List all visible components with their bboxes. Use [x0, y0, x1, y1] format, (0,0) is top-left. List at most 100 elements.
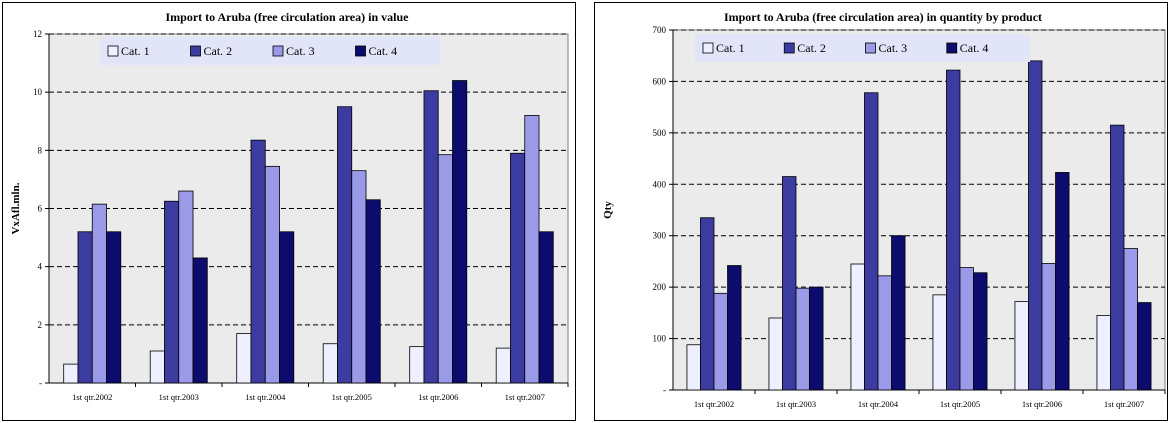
- bar: [77, 231, 93, 384]
- bar: [192, 257, 208, 384]
- bar: [700, 217, 715, 391]
- y-tick-label: 200: [653, 282, 667, 292]
- bar: [959, 267, 974, 391]
- bar: [322, 343, 338, 384]
- legend-swatch: [702, 42, 714, 54]
- y-tick-label: 400: [653, 179, 667, 189]
- y-tick-label: 10: [33, 87, 43, 97]
- legend-label: Cat. 4: [960, 41, 989, 55]
- legend-swatch: [783, 42, 795, 54]
- legend-label: Cat. 4: [369, 44, 398, 58]
- bar: [351, 170, 367, 384]
- bar: [178, 190, 194, 384]
- legend: Cat. 1 Cat. 2 Cat. 3 Cat. 4: [100, 37, 440, 65]
- chart-title: Import to Aruba (free circulation area) …: [166, 10, 410, 24]
- y-tick-label: -: [39, 378, 42, 388]
- bar: [149, 350, 165, 384]
- y-tick-label: -: [663, 385, 666, 395]
- bar: [850, 263, 865, 391]
- bar: [279, 231, 295, 384]
- y-axis-label: Qty: [602, 201, 614, 219]
- bar: [63, 363, 79, 384]
- bar: [495, 347, 511, 384]
- bar: [1041, 263, 1056, 391]
- x-tick-label: 1st qtr.2005: [332, 392, 372, 402]
- legend-swatch: [272, 45, 284, 57]
- legend-label: Cat. 2: [797, 41, 826, 55]
- bar: [164, 200, 180, 384]
- legend-swatch: [865, 42, 876, 54]
- y-tick-label: 700: [653, 25, 667, 35]
- legend-label: Cat. 2: [204, 44, 233, 58]
- bar: [423, 90, 439, 384]
- y-tick-label: 100: [653, 334, 667, 344]
- y-tick-label: 12: [33, 29, 42, 39]
- bar: [713, 292, 728, 391]
- plot-area: [672, 29, 1166, 391]
- legend-swatch: [107, 45, 119, 57]
- bar: [1137, 302, 1152, 391]
- y-axis-label: VxAfl.mln.: [10, 182, 22, 234]
- y-tick-label: 300: [653, 231, 667, 241]
- x-tick-label: 1st qtr.2004: [858, 399, 899, 409]
- legend-label: Cat. 1: [121, 44, 150, 58]
- x-tick-label: 1st qtr.2003: [159, 392, 199, 402]
- x-tick-label: 1st qtr.2002: [72, 392, 112, 402]
- x-tick-label: 1st qtr.2006: [1022, 399, 1062, 409]
- bar: [768, 317, 783, 391]
- bar: [409, 346, 425, 384]
- bar: [932, 294, 947, 391]
- bar: [686, 344, 701, 391]
- bar: [891, 235, 906, 391]
- bar: [1096, 315, 1111, 391]
- bar: [1123, 248, 1138, 391]
- bar: [365, 199, 381, 384]
- bar: [877, 275, 892, 391]
- bar: [337, 106, 353, 384]
- bar: [538, 231, 554, 384]
- x-tick-label: 1st qtr.2005: [940, 399, 980, 409]
- bar: [106, 231, 122, 384]
- bar: [91, 203, 107, 384]
- value-chart-panel: - 2 4 6 8 10 12 1st qtr.2002 1st qtr.2003 1st qtr…: [2, 2, 576, 421]
- x-tick-label: 1st qtr.2002: [694, 399, 734, 409]
- bar: [437, 154, 453, 384]
- bar: [236, 333, 252, 384]
- bar: [250, 139, 266, 384]
- bar: [524, 115, 540, 384]
- x-tick-label: 1st qtr.2007: [505, 392, 545, 402]
- y-tick-label: 2: [38, 320, 43, 330]
- legend-swatch: [190, 45, 201, 57]
- legend-swatch: [355, 45, 366, 57]
- bar: [510, 152, 526, 384]
- legend-box: [100, 37, 440, 65]
- x-tick-label: 1st qtr.2003: [776, 399, 816, 409]
- value-chart: - 2 4 6 8 10 12 1st qtr.2002 1st qtr.2003 1st qtr…: [10, 10, 569, 402]
- bar: [727, 265, 742, 391]
- y-tick-label: 600: [653, 76, 667, 86]
- legend-label: Cat. 3: [879, 41, 908, 55]
- legend-swatch: [946, 42, 958, 54]
- legend-label: Cat. 3: [286, 44, 315, 58]
- bar: [264, 165, 280, 384]
- bar: [864, 92, 879, 391]
- bar: [1110, 124, 1125, 391]
- quantity-chart-panel: - 100 200 300 400 500 600 700 1st qtr.2002 1st qt…: [594, 2, 1168, 421]
- bar: [946, 69, 961, 391]
- legend-label: Cat. 1: [716, 41, 745, 55]
- y-tick-label: 8: [38, 145, 43, 155]
- bar: [1055, 172, 1070, 391]
- quantity-chart: - 100 200 300 400 500 600 700 1st qtr.2002 1st qt…: [602, 10, 1166, 409]
- x-tick-label: 1st qtr.2007: [1104, 399, 1144, 409]
- y-tick-label: 6: [38, 204, 43, 214]
- legend: Cat. 1 Cat. 2 Cat. 3 Cat. 4: [695, 34, 1030, 62]
- bar: [1014, 301, 1029, 391]
- y-tick-label: 4: [38, 262, 43, 272]
- x-tick-label: 1st qtr.2004: [245, 392, 286, 402]
- bar: [782, 176, 797, 391]
- x-tick-label: 1st qtr.2006: [418, 392, 458, 402]
- bar: [1028, 60, 1043, 391]
- chart-title: Import to Aruba (free circulation area) …: [724, 10, 1042, 24]
- bar: [809, 286, 824, 391]
- bar: [973, 272, 988, 391]
